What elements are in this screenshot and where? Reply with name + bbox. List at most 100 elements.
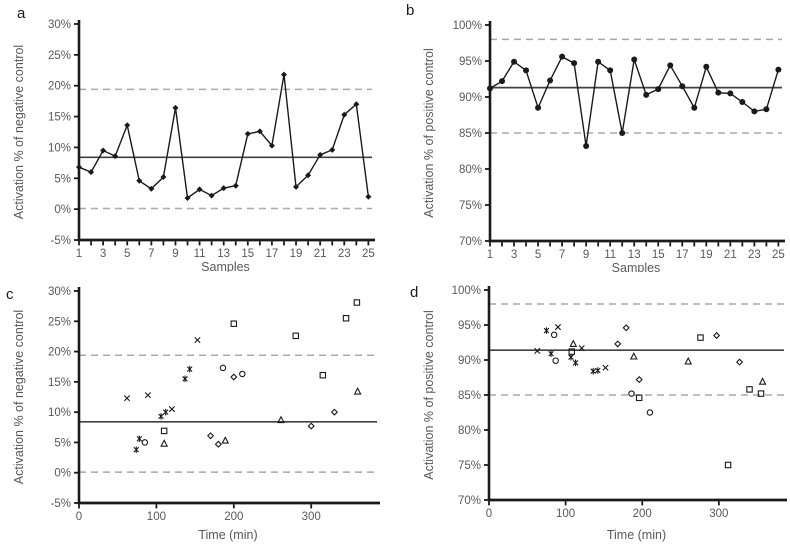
- x-tick-label: 21: [724, 249, 737, 261]
- data-point-circle-filled: [715, 89, 722, 96]
- axes: 70%75%80%85%90%95%100%1 3 5 7 9 11 13 15 17 19 21 2…: [453, 20, 785, 261]
- series-square: [160, 299, 361, 435]
- data-point-diamond-filled: [353, 101, 360, 108]
- data-point-asterisk: [158, 413, 164, 420]
- y-tick-label: 5%: [54, 437, 71, 449]
- series-x: [123, 336, 201, 413]
- y-tick-label: -5%: [51, 498, 71, 510]
- data-point-square: [697, 334, 704, 341]
- x-tick-label: 13: [628, 249, 641, 261]
- x-tick-label: 100: [147, 511, 166, 523]
- data-point-circle-filled: [583, 142, 590, 149]
- x-tick-label: 25: [362, 248, 375, 260]
- x-tick-label: 15: [652, 249, 665, 261]
- x-tick-label: 17: [266, 248, 279, 260]
- x-tick-label: 0: [76, 511, 82, 523]
- data-point-x: [194, 336, 201, 344]
- x-tick-label: 300: [709, 508, 728, 520]
- panel-a: -5% 0% 5% 10% 15% 20% 25% 30% 1 3 5 7 9 11 13 15 17 19 21 2…: [0, 0, 395, 272]
- data-point-circle-filled: [535, 104, 542, 111]
- panel-letter-d: d: [410, 284, 419, 301]
- panel-letter-b: b: [406, 2, 415, 19]
- data-point-circle-filled: [655, 86, 662, 93]
- y-tick-label: 0%: [54, 468, 71, 480]
- data-point-circle-filled: [595, 58, 602, 65]
- y-tick-label: 70%: [459, 236, 482, 248]
- x-tick-label: 11: [194, 248, 206, 260]
- series-circle: [141, 364, 246, 446]
- data-point-diamond-filled: [341, 111, 348, 118]
- data-point-square: [160, 427, 168, 435]
- data-point-triangle: [160, 439, 169, 447]
- y-tick-label: 90%: [458, 355, 481, 367]
- data-point-asterisk: [186, 365, 193, 373]
- data-point-circle-filled: [739, 99, 746, 106]
- x-tick-label: 0: [486, 508, 492, 520]
- data-point-diamond: [735, 358, 744, 366]
- data-point-circle-filled: [547, 77, 554, 84]
- data-point-x: [602, 364, 609, 371]
- data-point-square: [757, 390, 765, 397]
- data-point-circle-filled: [499, 78, 506, 85]
- data-point-diamond-filled: [208, 192, 215, 199]
- data-point-square: [724, 461, 732, 469]
- data-point-x: [123, 395, 131, 402]
- data-point-asterisk: [162, 408, 169, 416]
- data-point-diamond-filled: [112, 153, 119, 160]
- x-tick-label: 19: [700, 249, 713, 261]
- data-point-diamond-filled: [148, 185, 155, 192]
- series-diamond: [207, 373, 339, 448]
- data-point-diamond-filled: [100, 147, 107, 154]
- data-point-diamond: [712, 331, 721, 340]
- data-point-diamond-filled: [268, 142, 275, 149]
- data-point-square: [635, 394, 643, 402]
- x-axis-title: Samples: [201, 260, 250, 272]
- y-tick-label: 80%: [459, 164, 482, 176]
- data-point-x: [534, 347, 541, 354]
- x-tick-label: 3: [511, 249, 517, 261]
- x-tick-label: 5: [535, 249, 541, 261]
- x-tick-label: 100: [556, 508, 575, 520]
- x-tick-label: 9: [583, 249, 589, 261]
- y-tick-label: 20%: [48, 347, 71, 359]
- chart-c-negative-control-scatter: -5% 0% 5% 10% 15% 20% 25% 30% 0 100 200 300 Time (mi…: [12, 286, 380, 542]
- data-point-circle-filled: [523, 67, 530, 74]
- y-axis-title: Activation % of positive control: [422, 310, 436, 480]
- y-tick-label: 0%: [54, 204, 71, 216]
- data-point-circle-filled: [619, 130, 626, 136]
- data-point-diamond-filled: [172, 104, 179, 111]
- y-tick-label: 85%: [459, 128, 482, 140]
- data-point-diamond: [214, 440, 222, 448]
- x-axis-title: Time (min): [607, 528, 666, 542]
- series-b: [487, 53, 782, 149]
- y-tick-label: 20%: [48, 81, 71, 93]
- axes: -5%0%5%10%15%20%25%30%1 3 5 7 9 11 13 15 17 19 21 2…: [48, 19, 375, 260]
- data-point-circle-filled: [511, 58, 518, 65]
- data-point-diamond-filled: [184, 195, 191, 202]
- data-point-diamond-filled: [329, 146, 336, 153]
- series-diamond: [614, 324, 744, 384]
- data-point-diamond-filled: [305, 172, 312, 179]
- y-tick-label: 85%: [458, 390, 481, 402]
- data-point-circle-filled: [667, 62, 674, 69]
- y-tick-label: 5%: [54, 173, 71, 185]
- y-tick-label: 95%: [459, 56, 482, 68]
- data-point-circle-filled: [763, 106, 770, 113]
- chart-b-positive-control-line: 70%75%80%85%90%95%100%1 3 5 7 9 11 13 15 17 19 21 2…: [422, 20, 785, 272]
- data-point-diamond-filled: [244, 130, 251, 137]
- data-point-triangle: [353, 387, 362, 395]
- y-axis-title: Activation % of positive control: [422, 48, 436, 218]
- data-point-diamond-filled: [317, 151, 324, 158]
- data-point-circle: [552, 357, 559, 364]
- x-tick-label: 7: [148, 248, 154, 260]
- data-point-diamond-filled: [160, 174, 167, 181]
- data-point-triangle: [221, 436, 230, 444]
- y-tick-label: 15%: [48, 112, 71, 124]
- panel-c: -5% 0% 5% 10% 15% 20% 25% 30% 0 100 200 300 Time (mi…: [0, 272, 395, 544]
- series-circle: [550, 331, 654, 416]
- data-point-square: [230, 320, 238, 327]
- x-tick-label: 7: [559, 249, 565, 261]
- data-point-circle-filled: [607, 67, 614, 74]
- y-axis-title: Activation % of negative control: [12, 310, 26, 484]
- data-point-circle-filled: [691, 104, 698, 111]
